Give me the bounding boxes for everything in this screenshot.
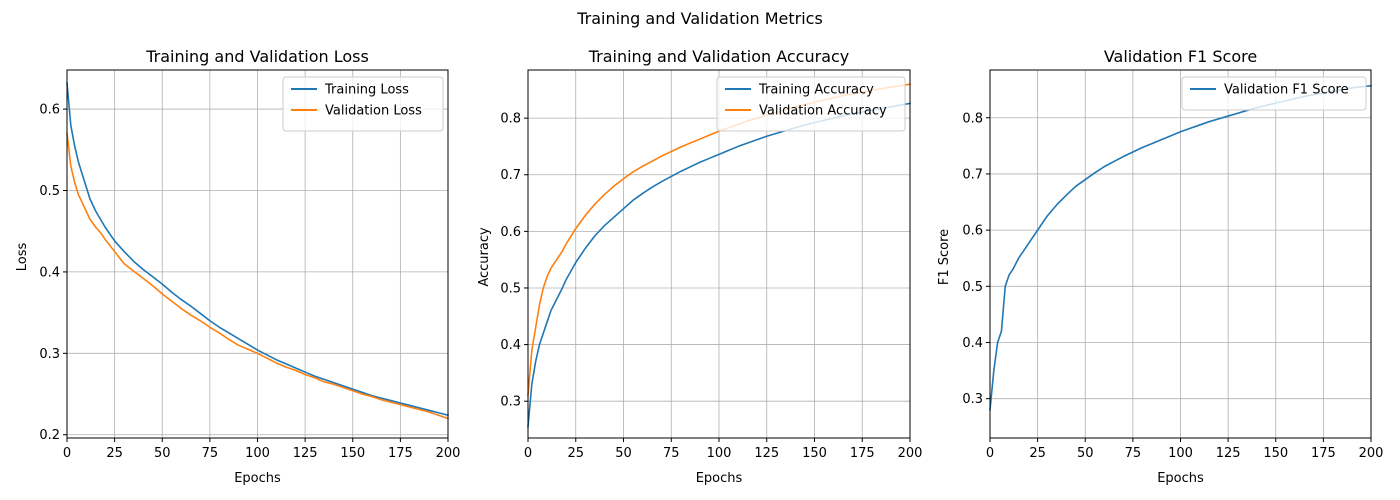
legend-f1: Validation F1 Score [1181,76,1367,111]
legend-box-loss [282,76,444,132]
x-tick-label-accuracy-5: 125 [754,446,779,461]
x-tick-label-f1-8: 200 [1359,446,1384,461]
legend-label-loss-1: Validation Loss [325,104,422,119]
x-tick-label-f1-1: 25 [1029,446,1046,461]
y-tick-label-f1-2: 0.5 [962,280,983,295]
x-tick-label-f1-4: 100 [1168,446,1193,461]
chart-area-f1: 0 25 50 75 100 125 150 175 200 0.3 0.4 0.5 0.6 0.7 0.8… [962,69,1384,461]
series-line-loss-1 [66,132,450,420]
x-tick-label-f1-6: 150 [1263,446,1288,461]
y-tick-label-accuracy-3: 0.6 [500,225,521,240]
chart-area-loss: 0 25 50 75 100 125 150 175 200 0.2 0.3 0.4 0.5 0.6 Tra… [39,69,461,461]
x-tick-label-loss-6: 150 [340,446,365,461]
plot-title-f1: Validation F1 Score [1104,47,1257,66]
x-tick-label-f1-2: 50 [1077,446,1094,461]
x-tick-label-loss-1: 25 [106,446,123,461]
y-tick-label-f1-1: 0.4 [962,336,983,351]
figure-suptitle: Training and Validation Metrics [576,9,823,28]
plot-title-loss: Training and Validation Loss [145,47,369,66]
x-axis-label-loss: Epochs [234,471,281,486]
x-tick-label-f1-7: 175 [1311,446,1336,461]
y-tick-label-f1-4: 0.7 [962,167,983,182]
y-tick-label-loss-3: 0.5 [39,184,60,199]
x-tick-label-accuracy-1: 25 [567,446,584,461]
x-tick-label-accuracy-7: 175 [850,446,875,461]
x-tick-label-loss-2: 50 [154,446,171,461]
x-tick-label-accuracy-8: 200 [898,446,923,461]
x-tick-label-loss-7: 175 [388,446,413,461]
x-tick-label-accuracy-4: 100 [707,446,732,461]
x-tick-label-accuracy-6: 150 [802,446,827,461]
x-tick-label-loss-3: 75 [202,446,219,461]
legend-label-accuracy-0: Training Accuracy [758,83,874,98]
x-tick-label-accuracy-3: 75 [663,446,680,461]
x-tick-label-loss-0: 0 [63,446,71,461]
y-tick-label-f1-3: 0.6 [962,224,983,239]
x-axis-label-accuracy: Epochs [696,471,743,486]
legend-box-accuracy [716,76,906,132]
legend-loss: Training Loss Validation Loss [282,76,444,132]
legend-label-loss-0: Training Loss [324,83,409,98]
y-tick-label-accuracy-4: 0.7 [500,168,521,183]
x-tick-label-loss-8: 200 [436,446,461,461]
y-tick-label-loss-2: 0.4 [39,265,60,280]
x-tick-label-accuracy-2: 50 [615,446,632,461]
x-tick-label-f1-5: 125 [1216,446,1241,461]
y-tick-label-loss-4: 0.6 [39,103,60,118]
legend-box-f1 [1181,76,1367,111]
legend-accuracy: Training Accuracy Validation Accuracy [716,76,906,132]
legend-label-f1-0: Validation F1 Score [1224,83,1349,98]
y-tick-label-accuracy-1: 0.4 [500,338,521,353]
plot-title-accuracy: Training and Validation Accuracy [588,47,850,66]
plot-loss: Training and Validation Loss Epochs Loss [15,47,369,486]
y-tick-label-loss-1: 0.3 [39,347,60,362]
x-tick-label-accuracy-0: 0 [524,446,532,461]
y-axis-label-accuracy: Accuracy [477,227,492,287]
y-tick-label-accuracy-5: 0.8 [500,112,521,127]
plot-f1: Validation F1 Score Epochs F1 Score [937,47,1257,486]
x-axis-label-f1: Epochs [1157,471,1204,486]
x-tick-label-loss-5: 125 [293,446,318,461]
x-tick-label-loss-4: 100 [245,446,270,461]
chart-area-accuracy: 0 25 50 75 100 125 150 175 200 0.3 0.4 0.5 0.6 0.7 0.8… [500,69,923,461]
y-tick-label-loss-0: 0.2 [39,428,60,443]
plot-accuracy: Training and Validation Accuracy Epochs … [477,47,849,486]
y-tick-label-accuracy-2: 0.5 [500,281,521,296]
legend-label-accuracy-1: Validation Accuracy [759,104,887,119]
x-tick-label-f1-3: 75 [1125,446,1142,461]
y-tick-label-f1-5: 0.8 [962,111,983,126]
series-line-loss-0 [66,82,449,417]
y-axis-label-f1: F1 Score [937,229,952,285]
x-tick-label-f1-0: 0 [986,446,994,461]
y-tick-label-f1-0: 0.3 [962,392,983,407]
y-axis-label-loss: Loss [15,243,30,272]
y-tick-label-accuracy-0: 0.3 [500,395,521,410]
